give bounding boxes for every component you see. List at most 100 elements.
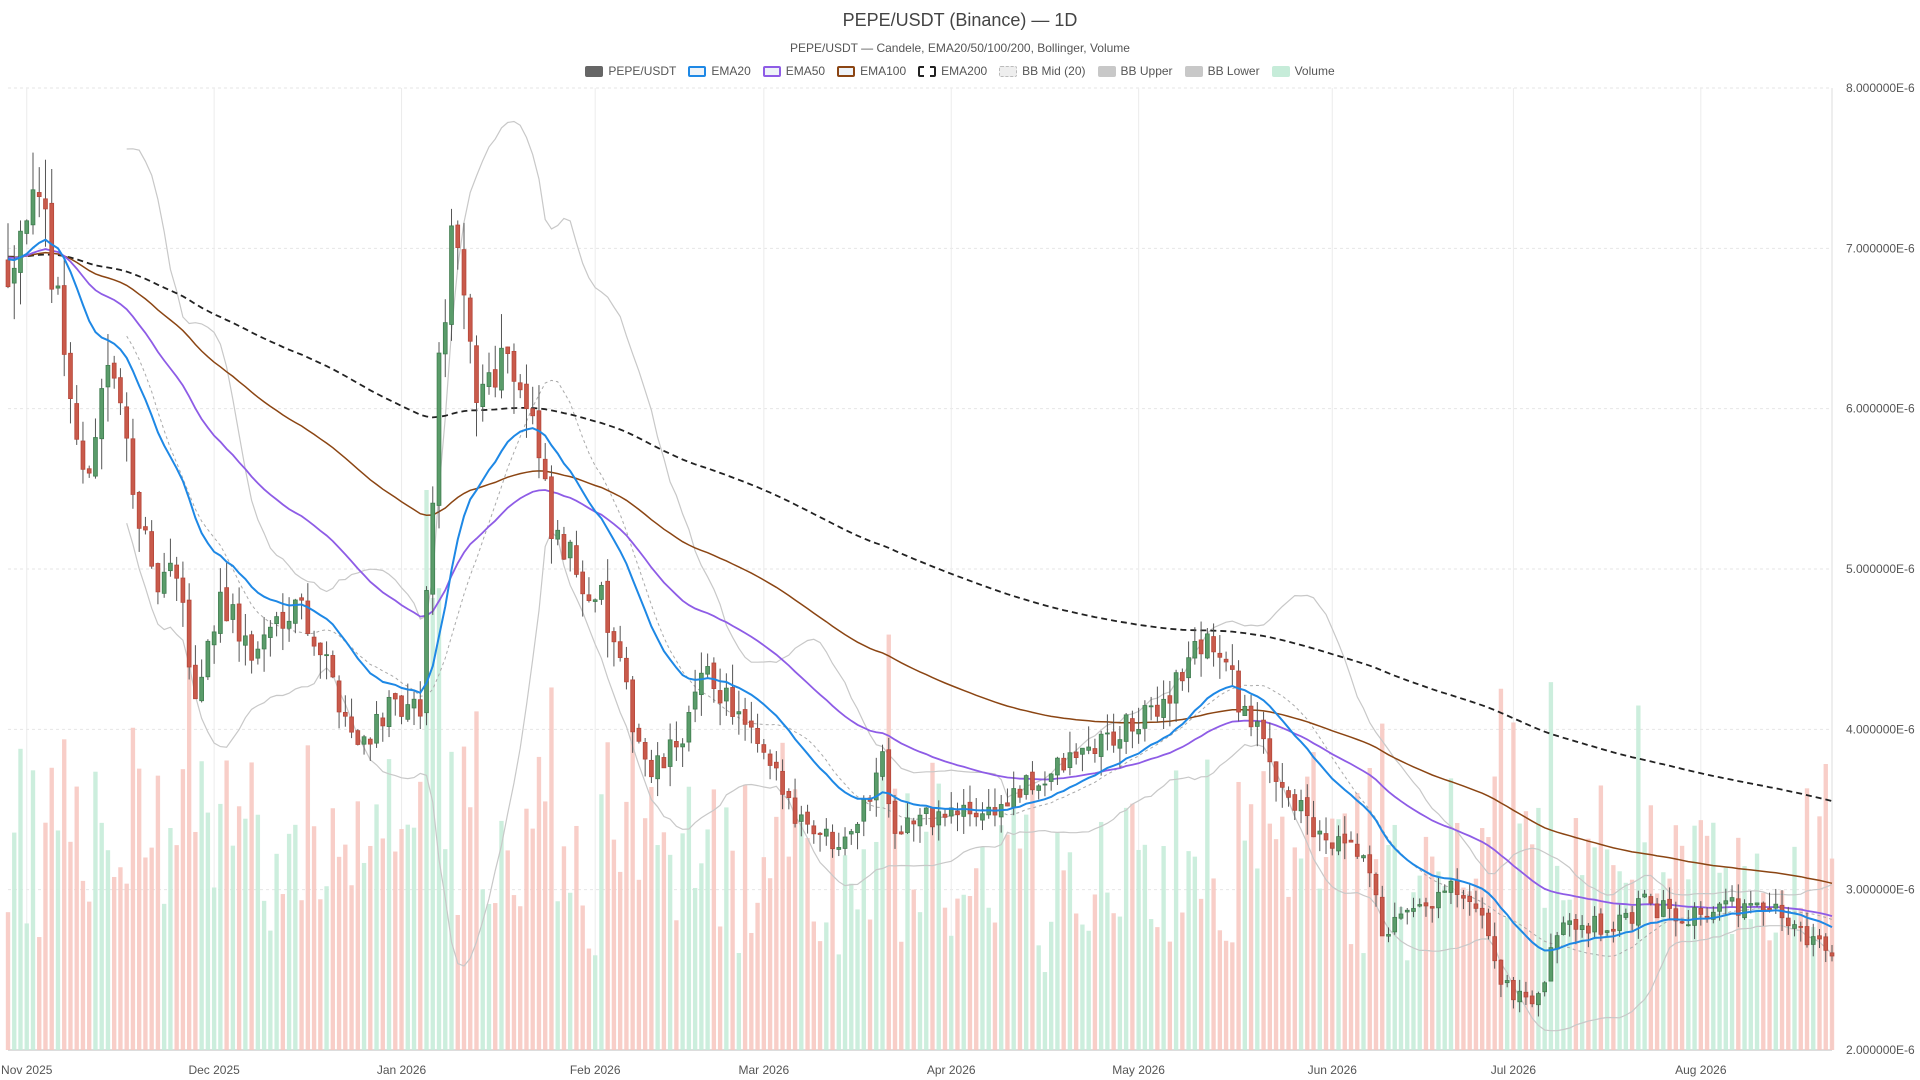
ema200-line xyxy=(7,253,1833,802)
volume-bar xyxy=(855,909,860,1050)
candle xyxy=(842,827,848,856)
legend-item-ema200[interactable]: EMA200 xyxy=(918,64,987,78)
legend-item-pepe-usdt[interactable]: PEPE/USDT xyxy=(585,64,676,78)
candle-body xyxy=(249,634,254,661)
candle xyxy=(1386,927,1391,943)
candle xyxy=(1742,899,1747,920)
volume-bar xyxy=(874,841,879,1050)
candle xyxy=(942,809,948,827)
candle xyxy=(1123,712,1129,754)
candle xyxy=(155,562,161,605)
volume-bar xyxy=(761,857,767,1050)
volume-bar xyxy=(636,879,642,1050)
volume-bar xyxy=(1073,913,1079,1050)
candle xyxy=(1698,901,1704,926)
volume-bar xyxy=(1005,834,1010,1050)
candle-body xyxy=(99,388,105,440)
candle xyxy=(1598,908,1604,942)
candle-body xyxy=(349,716,354,733)
volume-bar xyxy=(1492,776,1497,1050)
candle xyxy=(324,641,329,680)
candle-body xyxy=(1198,639,1204,655)
volume-bar xyxy=(1217,930,1223,1050)
legend-item-ema20[interactable]: EMA20 xyxy=(688,64,751,78)
candle xyxy=(1098,730,1104,776)
candle-body xyxy=(705,666,710,675)
candle xyxy=(517,374,523,399)
volume-series xyxy=(5,490,1835,1050)
candle xyxy=(848,828,854,845)
candle-body xyxy=(1473,903,1479,909)
candle xyxy=(1398,906,1404,920)
volume-bar xyxy=(43,822,48,1050)
candle xyxy=(199,659,204,703)
candle-body xyxy=(1336,836,1341,852)
candle xyxy=(1617,904,1622,937)
candle-body xyxy=(773,761,779,769)
candle-body xyxy=(174,564,179,579)
candle-body xyxy=(261,634,267,650)
candle xyxy=(1167,680,1173,727)
candle-body xyxy=(455,224,461,248)
volume-bar xyxy=(399,829,404,1050)
candle-body xyxy=(1479,907,1485,916)
candle xyxy=(118,368,123,415)
candle xyxy=(1348,831,1354,843)
volume-bar xyxy=(455,914,460,1050)
candle-body xyxy=(1261,719,1266,740)
candle xyxy=(1048,773,1054,791)
candle-body xyxy=(1604,930,1610,933)
legend-item-volume[interactable]: Volume xyxy=(1271,64,1335,78)
candle xyxy=(555,519,561,546)
volume-bar xyxy=(842,855,848,1050)
candle-body xyxy=(143,526,148,531)
candle xyxy=(1573,914,1579,945)
candle xyxy=(1092,738,1098,763)
candle xyxy=(1417,898,1423,908)
volume-bar xyxy=(911,889,916,1050)
candle-body xyxy=(1511,979,1516,1001)
candle-body xyxy=(330,655,336,678)
candle-body xyxy=(555,529,561,540)
x-tick-label: Dec 2025 xyxy=(188,1063,240,1077)
candle xyxy=(542,443,548,481)
legend-item-bb-mid-20[interactable]: BB Mid (20) xyxy=(999,64,1086,78)
volume-bar xyxy=(1604,849,1610,1050)
candle xyxy=(299,593,304,620)
x-tick-label: Feb 2026 xyxy=(570,1063,621,1077)
volume-bar xyxy=(374,804,379,1050)
legend-item-ema100[interactable]: EMA100 xyxy=(837,64,906,78)
legend-item-ema50[interactable]: EMA50 xyxy=(762,64,825,78)
volume-bar xyxy=(568,892,573,1050)
candle xyxy=(1567,913,1572,937)
legend-swatch xyxy=(837,65,856,77)
candle-body xyxy=(830,831,835,850)
candle-body xyxy=(1186,657,1191,679)
candle-body xyxy=(474,345,479,403)
candle xyxy=(1136,707,1141,744)
candle-body xyxy=(624,657,629,683)
candle xyxy=(1236,660,1241,722)
y-tick-label: 2.000000E-6 xyxy=(1846,1043,1915,1057)
legend-item-bb-upper[interactable]: BB Upper xyxy=(1097,64,1173,78)
volume-bar xyxy=(243,818,248,1050)
volume-bar xyxy=(711,789,717,1050)
candle xyxy=(692,669,698,723)
candle-body xyxy=(205,640,211,678)
candle-body xyxy=(1492,936,1498,962)
volume-bar xyxy=(324,886,329,1050)
candle xyxy=(749,701,754,744)
candle xyxy=(186,583,192,680)
candle-body xyxy=(1717,903,1722,912)
volume-bar xyxy=(24,923,29,1050)
volume-bar xyxy=(349,885,354,1050)
candle xyxy=(1829,945,1835,962)
volume-bar xyxy=(999,825,1004,1050)
candle xyxy=(561,526,567,561)
volume-bar xyxy=(611,839,617,1050)
candle xyxy=(667,723,673,787)
volume-bar xyxy=(1455,822,1460,1050)
candle xyxy=(268,620,273,657)
volume-bar xyxy=(55,830,61,1050)
legend-item-bb-lower[interactable]: BB Lower xyxy=(1184,64,1260,78)
